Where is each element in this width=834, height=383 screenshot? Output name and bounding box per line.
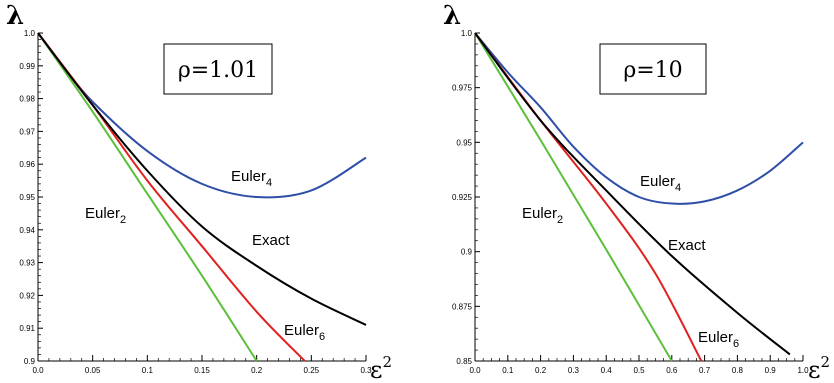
title-box [599, 43, 707, 95]
y-tick-label: 1.0 [461, 29, 473, 38]
y-tick-label: 0.85 [456, 357, 472, 366]
y-tick-label: 0.92 [19, 291, 35, 300]
x-tick-label: 0.9 [765, 366, 777, 375]
x-tick-label: 0.2 [535, 366, 547, 375]
chart-panel-2: 0.85 0.875 0.9 0.925 0.95 0.975 1.0 0.0 0.1 0.2 0.… [443, 1, 830, 383]
y-tick-label: 0.9 [461, 248, 473, 257]
series-line-exact [474, 32, 791, 356]
y-axis-label: λ [6, 1, 24, 31]
y-tick-label: 0.9 [24, 357, 36, 366]
title-box [163, 43, 273, 95]
x-tick-label: 0.05 [85, 366, 101, 375]
x-tick-label: 0.7 [699, 366, 711, 375]
y-tick-label: 0.975 [452, 84, 473, 93]
x-axis-label: ε2 [808, 353, 830, 383]
series-label-euler-6: Euler6 [284, 322, 325, 343]
y-tick-label: 0.93 [19, 259, 35, 268]
y-tick-label: 0.97 [19, 127, 35, 136]
x-tick-label: 0.6 [666, 366, 678, 375]
x-tick-label: 0.3 [360, 366, 372, 375]
y-tick-label: 0.99 [19, 62, 35, 71]
series-label-euler-4: Euler4 [231, 168, 272, 189]
x-tick-label: 0.0 [32, 366, 44, 375]
series-label-euler-2: Euler2 [522, 205, 563, 226]
x-tick-label: 0.0 [469, 366, 481, 375]
series-line-euler-4 [474, 32, 804, 205]
series-line-exact [37, 32, 367, 326]
chart-title: ρ=10 [623, 58, 682, 83]
x-tick-label: 0.2 [251, 366, 263, 375]
series-label-exact: Exact [252, 232, 290, 249]
x-tick-label: 0.3 [568, 366, 580, 375]
x-tick-label: 0.15 [194, 366, 210, 375]
y-tick-label: 0.98 [19, 95, 35, 104]
x-axis-label: ε2 [370, 353, 392, 383]
series-label-euler-6: Euler6 [698, 329, 739, 350]
x-tick-label: 0.25 [304, 366, 320, 375]
series-label-euler-2: Euler2 [85, 205, 126, 226]
y-tick-label: 0.95 [19, 193, 35, 202]
y-tick-label: 0.95 [456, 138, 472, 147]
y-tick-label: 0.94 [19, 226, 35, 235]
y-tick-label: 0.875 [452, 302, 473, 311]
y-tick-label: 0.925 [452, 193, 473, 202]
x-tick-label: 1.0 [797, 366, 809, 375]
x-tick-label: 0.5 [633, 366, 645, 375]
x-tick-label: 0.1 [142, 366, 154, 375]
series-label-exact: Exact [668, 237, 706, 254]
chart-panel-1: 0.9 0.91 0.92 0.93 0.94 0.95 0.96 0.97 0.98 0.99 1… [6, 1, 392, 383]
series-line-euler-2 [474, 32, 673, 362]
chart-title: ρ=1.01 [178, 58, 258, 83]
x-tick-label: 0.1 [502, 366, 514, 375]
x-tick-label: 0.8 [732, 366, 744, 375]
y-tick-label: 0.96 [19, 160, 35, 169]
y-tick-label: 0.91 [19, 324, 35, 333]
series-line-euler-2 [37, 32, 258, 362]
series-label-euler-4: Euler4 [640, 173, 681, 194]
y-axis-label: λ [443, 1, 461, 31]
x-tick-label: 0.4 [601, 366, 613, 375]
y-tick-label: 1.0 [24, 29, 36, 38]
